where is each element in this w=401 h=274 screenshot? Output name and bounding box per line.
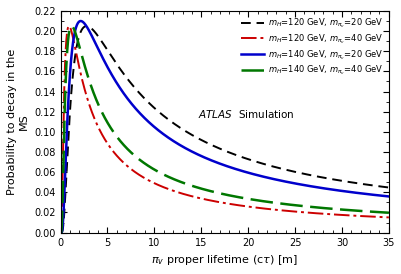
$m_H$=140 GeV, $m_{\pi_v}$=40 GeV xyxy=(209,190,214,193)
$m_H$=140 GeV, $m_{\pi_v}$=40 GeV xyxy=(376,210,381,214)
$m_H$=120 GeV, $m_{\pi_v}$=20 GeV xyxy=(58,231,63,234)
$m_H$=140 GeV, $m_{\pi_v}$=40 GeV xyxy=(385,211,390,214)
$m_H$=140 GeV, $m_{\pi_v}$=20 GeV xyxy=(316,186,321,189)
$m_H$=140 GeV, $m_{\pi_v}$=20 GeV xyxy=(58,231,63,234)
$m_H$=120 GeV, $m_{\pi_v}$=20 GeV xyxy=(217,147,222,150)
$m_H$=120 GeV, $m_{\pi_v}$=20 GeV xyxy=(385,186,390,189)
$m_H$=120 GeV, $m_{\pi_v}$=40 GeV xyxy=(316,212,321,215)
$m_H$=120 GeV, $m_{\pi_v}$=40 GeV xyxy=(209,199,214,202)
$m_H$=120 GeV, $m_{\pi_v}$=40 GeV xyxy=(67,24,71,28)
Legend: $m_H$=120 GeV, $m_{\pi_v}$=20 GeV, $m_H$=120 GeV, $m_{\pi_v}$=40 GeV, $m_H$=140 : $m_H$=120 GeV, $m_{\pi_v}$=20 GeV, $m_H$… xyxy=(237,13,385,81)
Y-axis label: Probability to decay in the
MS: Probability to decay in the MS xyxy=(7,49,28,195)
$m_H$=140 GeV, $m_{\pi_v}$=40 GeV xyxy=(217,192,222,195)
$m_H$=140 GeV, $m_{\pi_v}$=40 GeV xyxy=(69,24,74,28)
$m_H$=140 GeV, $m_{\pi_v}$=40 GeV xyxy=(75,38,80,41)
$m_H$=120 GeV, $m_{\pi_v}$=20 GeV xyxy=(75,42,79,45)
$m_H$=140 GeV, $m_{\pi_v}$=20 GeV xyxy=(78,19,83,23)
Line: $m_H$=140 GeV, $m_{\pi_v}$=20 GeV: $m_H$=140 GeV, $m_{\pi_v}$=20 GeV xyxy=(61,21,388,233)
Line: $m_H$=120 GeV, $m_{\pi_v}$=40 GeV: $m_H$=120 GeV, $m_{\pi_v}$=40 GeV xyxy=(61,26,388,233)
$m_H$=140 GeV, $m_{\pi_v}$=40 GeV xyxy=(376,210,381,214)
$m_H$=140 GeV, $m_{\pi_v}$=20 GeV xyxy=(209,159,214,162)
$m_H$=120 GeV, $m_{\pi_v}$=20 GeV xyxy=(316,175,321,178)
$m_H$=120 GeV, $m_{\pi_v}$=20 GeV xyxy=(376,185,381,188)
$m_H$=140 GeV, $m_{\pi_v}$=20 GeV xyxy=(376,194,381,197)
Text: $\bf{\it{ATLAS}}$  Simulation: $\bf{\it{ATLAS}}$ Simulation xyxy=(198,109,294,121)
$m_H$=140 GeV, $m_{\pi_v}$=20 GeV xyxy=(385,195,390,198)
$m_H$=140 GeV, $m_{\pi_v}$=40 GeV xyxy=(58,231,63,234)
Line: $m_H$=140 GeV, $m_{\pi_v}$=40 GeV: $m_H$=140 GeV, $m_{\pi_v}$=40 GeV xyxy=(61,26,388,233)
$m_H$=140 GeV, $m_{\pi_v}$=20 GeV xyxy=(75,22,79,26)
Line: $m_H$=120 GeV, $m_{\pi_v}$=20 GeV: $m_H$=120 GeV, $m_{\pi_v}$=20 GeV xyxy=(61,26,388,233)
$m_H$=140 GeV, $m_{\pi_v}$=20 GeV xyxy=(376,194,381,197)
$m_H$=120 GeV, $m_{\pi_v}$=40 GeV xyxy=(58,231,63,234)
$m_H$=120 GeV, $m_{\pi_v}$=20 GeV xyxy=(84,24,89,28)
$m_H$=120 GeV, $m_{\pi_v}$=40 GeV xyxy=(376,215,381,219)
X-axis label: $\pi_v$ proper lifetime (c$\tau$) [m]: $\pi_v$ proper lifetime (c$\tau$) [m] xyxy=(151,253,298,267)
$m_H$=120 GeV, $m_{\pi_v}$=20 GeV xyxy=(209,143,214,147)
$m_H$=120 GeV, $m_{\pi_v}$=40 GeV xyxy=(385,216,390,219)
$m_H$=120 GeV, $m_{\pi_v}$=40 GeV xyxy=(217,201,222,204)
$m_H$=120 GeV, $m_{\pi_v}$=40 GeV xyxy=(376,215,381,219)
$m_H$=140 GeV, $m_{\pi_v}$=20 GeV xyxy=(217,162,222,165)
$m_H$=140 GeV, $m_{\pi_v}$=40 GeV xyxy=(316,206,321,209)
$m_H$=120 GeV, $m_{\pi_v}$=40 GeV xyxy=(75,58,80,61)
$m_H$=120 GeV, $m_{\pi_v}$=20 GeV xyxy=(376,185,381,188)
